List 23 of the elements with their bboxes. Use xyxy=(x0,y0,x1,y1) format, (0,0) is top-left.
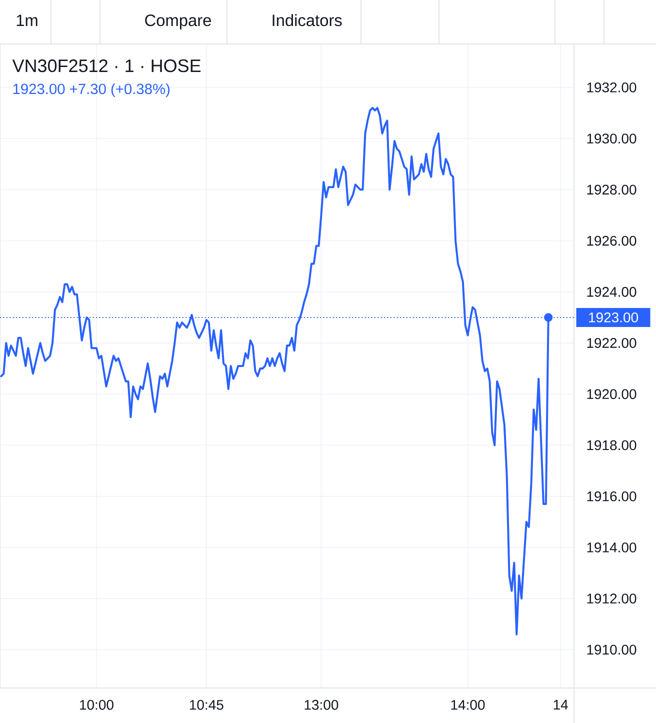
text: VN30F2512 · 1 · HOSE xyxy=(12,59,201,72)
y-tick-label: 1920.00 xyxy=(587,389,636,400)
x-tick-label: 10:00 xyxy=(80,700,114,710)
y-tick-label: 1932.00 xyxy=(587,82,636,92)
ref-line-label: 1923.00 xyxy=(589,312,638,322)
text: Compare xyxy=(145,14,211,30)
y-tick-label: 1910.00 xyxy=(587,644,636,655)
text: 1m xyxy=(16,14,38,26)
text: Indicators xyxy=(272,14,342,26)
text: 1923.00 +7.30 (+0.38%) xyxy=(13,83,170,98)
x-tick-label: 14 xyxy=(554,700,568,710)
x-tick-label: 10:45 xyxy=(190,700,224,710)
y-tick-label: 1924.00 xyxy=(587,286,636,297)
x-tick-label: 13:00 xyxy=(304,700,338,710)
y-tick-label: 1928.00 xyxy=(587,184,636,195)
x-tick-label: 14:00 xyxy=(451,700,485,710)
y-tick-label: 1918.00 xyxy=(587,440,636,450)
y-tick-label: 1922.00 xyxy=(587,338,636,348)
y-tick-label: 1914.00 xyxy=(587,542,636,552)
y-tick-label: 1912.00 xyxy=(587,594,636,604)
y-tick-label: 1930.00 xyxy=(587,134,636,144)
y-tick-label: 1916.00 xyxy=(587,491,636,502)
y-tick-label: 1926.00 xyxy=(587,236,636,246)
